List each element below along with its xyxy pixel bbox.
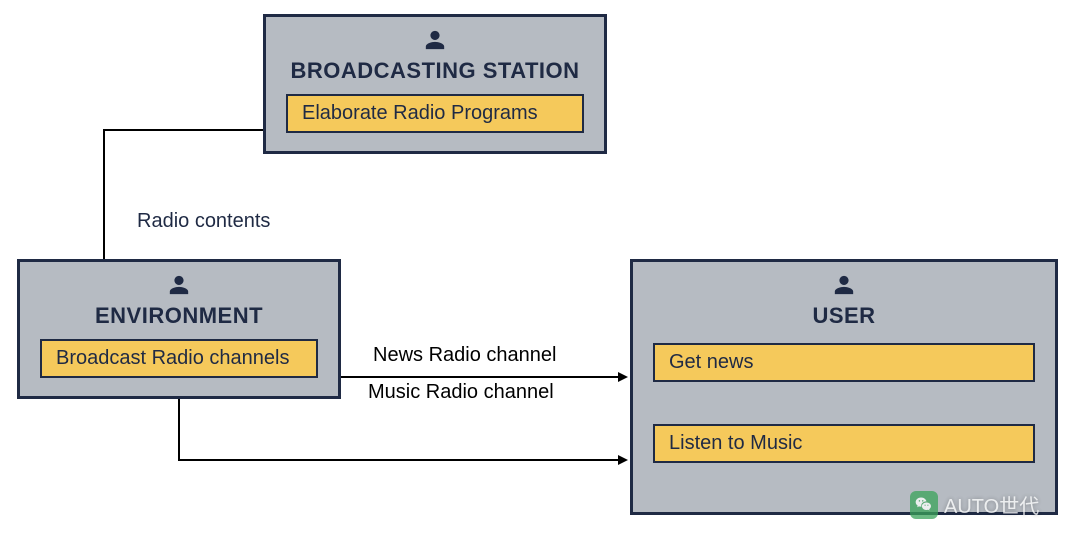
use-case-label: Listen to Music [669,432,802,454]
use-case-listen-to-music: Listen to Music [653,424,1035,463]
use-case-label: Broadcast Radio channels [56,347,289,369]
use-case-label: Get news [669,351,753,373]
node-broadcasting-station: BROADCASTING STATION Elaborate Radio Pro… [263,14,607,154]
use-case-get-news: Get news [653,343,1035,382]
node-title: ENVIRONMENT [95,303,263,329]
node-title: USER [812,303,875,329]
watermark: AUTO世代 [910,490,1039,519]
watermark-text: AUTO世代 [944,490,1039,519]
edge-label-music-channel: Music Radio channel [368,381,554,404]
wechat-icon [910,491,938,519]
node-environment: ENVIRONMENT Broadcast Radio channels [17,259,341,399]
edge-label-radio-contents: Radio contents [137,210,270,233]
edge-label-news-channel: News Radio channel [373,344,556,367]
use-case-broadcast-radio-channels: Broadcast Radio channels [40,339,318,378]
use-case-elaborate-radio-programs: Elaborate Radio Programs [286,94,584,133]
actor-icon [168,274,190,301]
use-case-label: Elaborate Radio Programs [302,102,538,124]
node-title: BROADCASTING STATION [290,58,579,84]
actor-icon [833,274,855,301]
actor-icon [424,29,446,56]
node-user: USER Get news Listen to Music [630,259,1058,515]
edge-music-channel [179,399,626,460]
